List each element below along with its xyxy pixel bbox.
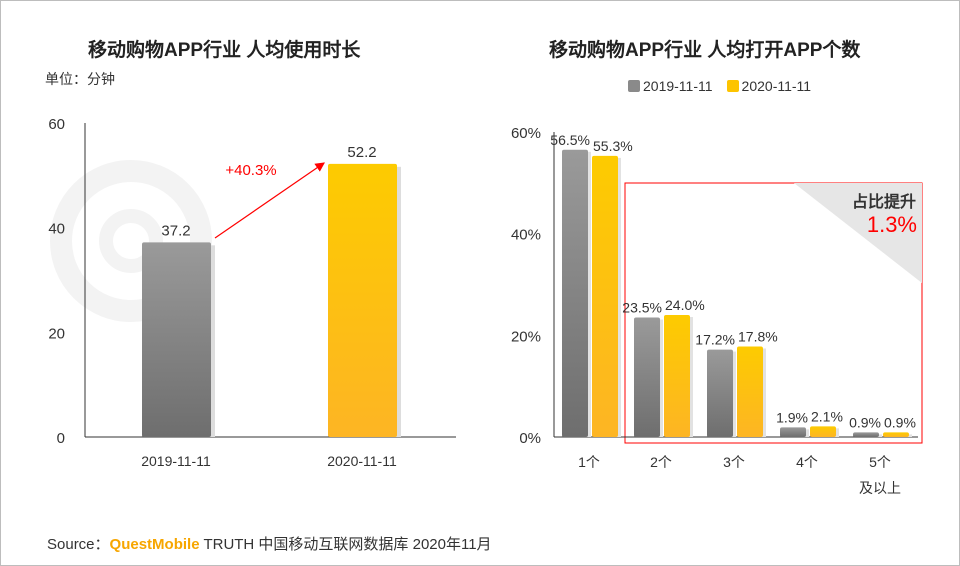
source-prefix: Source： <box>47 536 110 553</box>
legend: 2019-11-11 2020-11-11 <box>628 78 811 94</box>
legend-label-2020: 2020-11-11 <box>741 78 812 94</box>
callout-triangle <box>794 183 922 283</box>
callout-label: 占比提升 <box>852 192 916 211</box>
right-bar-value-label: 17.8% <box>738 329 778 345</box>
legend-swatch-2020 <box>726 80 739 92</box>
right-bar-value-label: 0.9% <box>849 414 881 430</box>
right-bar-2019-11-11-0 <box>562 149 588 437</box>
left-y-tick-label: 60 <box>48 116 65 133</box>
right-bar-value-label: 56.5% <box>550 132 590 148</box>
right-y-tick-label: 0% <box>519 430 541 447</box>
growth-arrow <box>214 162 325 239</box>
right-x-tick-label: 3个 <box>723 454 745 470</box>
right-bar-2020-11-11-0 <box>592 155 618 437</box>
right-bar-value-label: 0.9% <box>884 414 916 430</box>
source-brand: QuestMobile <box>109 536 200 553</box>
right-x-tick-label: 及以上 <box>859 480 901 496</box>
right-x-tick-label: 5个 <box>869 454 891 470</box>
right-bar-value-label: 1.9% <box>776 409 808 425</box>
left-y-tick-label: 20 <box>48 325 65 342</box>
right-chart-title: 移动购物APP行业 人均打开APP个数 <box>549 40 861 61</box>
right-y-tick-label: 40% <box>511 227 541 244</box>
left-bar-value-label: 37.2 <box>161 222 190 239</box>
highlight-box <box>624 182 923 444</box>
left-bar-2020-11-11 <box>328 163 397 437</box>
right-bar-value-label: 55.3% <box>593 138 633 154</box>
right-x-tick-label: 4个 <box>796 454 818 470</box>
source-rest: TRUTH 中国移动互联网数据库 2020年11月 <box>199 536 492 553</box>
right-x-tick-label: 2个 <box>650 454 672 470</box>
right-bar-2019-11-11-4 <box>853 432 879 437</box>
unit-label: 单位：分钟 <box>45 71 115 87</box>
source-line: Source：QuestMobile TRUTH 中国移动互联网数据库 2020… <box>47 533 492 554</box>
right-bar-2020-11-11-4 <box>883 432 909 437</box>
left-y-tick-label: 40 <box>48 221 65 238</box>
left-bar-2019-11-11 <box>142 242 211 437</box>
right-bar-2019-11-11-2 <box>707 349 733 437</box>
left-y-tick-label: 0 <box>57 430 65 447</box>
left-chart-title: 移动购物APP行业 人均使用时长 <box>88 40 361 61</box>
right-bar-value-label: 17.2% <box>695 332 735 348</box>
left-x-tick-label: 2019-11-11 <box>141 453 211 469</box>
right-bar-2020-11-11-3 <box>810 426 836 437</box>
right-y-tick-label: 60% <box>511 125 541 142</box>
right-bar-value-label: 24.0% <box>665 297 705 313</box>
right-y-tick-label: 20% <box>511 328 541 345</box>
watermark-logo-icon <box>50 160 212 322</box>
right-bar-2019-11-11-1 <box>634 317 660 437</box>
callout-value: 1.3% <box>867 212 917 237</box>
legend-label-2019: 2019-11-11 <box>643 78 713 94</box>
right-x-tick-label: 1个 <box>578 454 600 470</box>
growth-annotation: +40.3% <box>225 162 276 179</box>
right-bar-value-label: 23.5% <box>622 300 662 316</box>
watermark-logo-inner-icon <box>99 209 163 273</box>
right-bar-value-label: 2.1% <box>811 408 843 424</box>
left-bar-value-label: 52.2 <box>347 144 376 161</box>
right-bar-2020-11-11-2 <box>737 346 763 437</box>
legend-swatch-2019 <box>628 80 640 92</box>
right-bar-2020-11-11-1 <box>664 315 690 437</box>
left-x-tick-label: 2020-11-11 <box>327 453 397 469</box>
right-bar-2019-11-11-3 <box>780 427 806 437</box>
